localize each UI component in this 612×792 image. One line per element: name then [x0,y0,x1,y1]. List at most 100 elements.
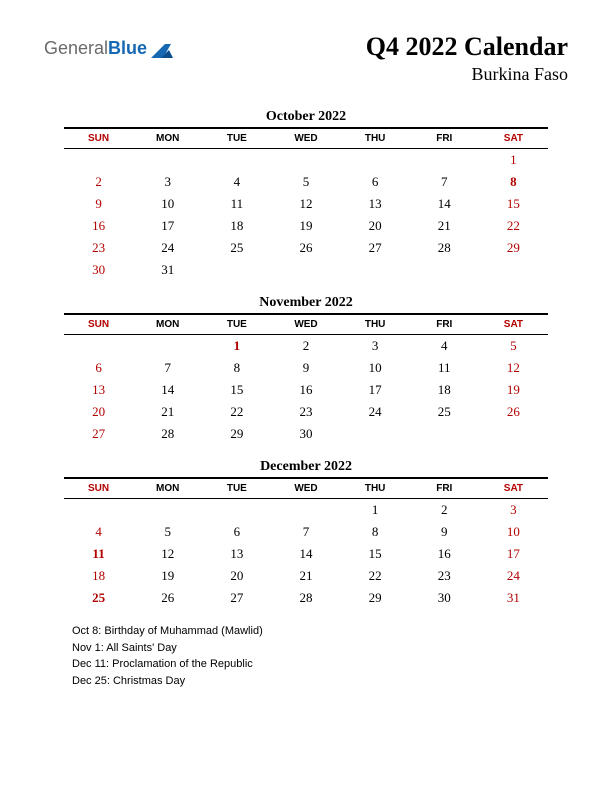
calendar-cell: 4 [202,171,271,193]
calendar-row: 16171819202122 [64,215,548,237]
calendar-cell: 14 [271,543,340,565]
calendar-cell: 10 [479,521,548,543]
calendar-row: 123 [64,499,548,522]
calendar-cell: 21 [271,565,340,587]
page-title: Q4 2022 Calendar [366,32,568,62]
calendar-cell: 16 [64,215,133,237]
calendar-cell: 31 [479,587,548,609]
calendar-cell [64,335,133,358]
calendar-cell: 9 [64,193,133,215]
calendar-cell: 25 [202,237,271,259]
calendar-cell [133,149,202,172]
calendar-cell: 4 [410,335,479,358]
logo-word-2: Blue [108,38,147,58]
calendar-cell: 30 [410,587,479,609]
calendar-cell [479,423,548,445]
calendar-cell: 1 [479,149,548,172]
month-block: November 2022SUNMONTUEWEDTHUFRISAT123456… [64,295,548,445]
calendar-cell: 15 [479,193,548,215]
calendar-cell: 8 [202,357,271,379]
calendar-row: 20212223242526 [64,401,548,423]
day-header: SAT [479,314,548,335]
calendar-cell: 16 [410,543,479,565]
calendar-cell [202,259,271,281]
calendar-cell [64,149,133,172]
day-header: WED [271,478,340,499]
calendar-cell: 15 [202,379,271,401]
holiday-item: Nov 1: All Saints' Day [72,640,568,657]
month-block: October 2022SUNMONTUEWEDTHUFRISAT1234567… [64,109,548,281]
calendar-row: 6789101112 [64,357,548,379]
calendar-row: 2345678 [64,171,548,193]
holiday-item: Dec 25: Christmas Day [72,673,568,690]
calendar-table: SUNMONTUEWEDTHUFRISAT1234567891011121314… [64,477,548,609]
calendar-cell [341,259,410,281]
holiday-item: Dec 11: Proclamation of the Republic [72,656,568,673]
day-header: THU [341,478,410,499]
calendar-cell: 11 [202,193,271,215]
calendar-cell: 14 [133,379,202,401]
calendar-cell: 8 [479,171,548,193]
day-header: THU [341,128,410,149]
calendar-cell: 23 [410,565,479,587]
logo: GeneralBlue [44,38,173,59]
calendar-cell: 17 [133,215,202,237]
calendar-cell: 22 [202,401,271,423]
calendar-cell: 26 [479,401,548,423]
calendar-cell: 10 [341,357,410,379]
logo-text: GeneralBlue [44,38,147,59]
calendar-cell: 27 [202,587,271,609]
day-header: SUN [64,314,133,335]
day-header: TUE [202,314,271,335]
day-header: FRI [410,314,479,335]
calendar-cell: 11 [410,357,479,379]
calendar-cell [64,499,133,522]
calendar-cell: 31 [133,259,202,281]
month-block: December 2022SUNMONTUEWEDTHUFRISAT123456… [64,459,548,609]
calendar-cell: 17 [479,543,548,565]
calendar-cell: 16 [271,379,340,401]
calendar-cell: 5 [271,171,340,193]
day-header: SUN [64,478,133,499]
calendar-cell: 27 [341,237,410,259]
calendar-cell: 2 [410,499,479,522]
holiday-item: Oct 8: Birthday of Muhammad (Mawlid) [72,623,568,640]
calendar-cell: 15 [341,543,410,565]
calendar-cell: 12 [271,193,340,215]
calendar-cell: 27 [64,423,133,445]
calendar-cell: 1 [341,499,410,522]
month-title: October 2022 [64,109,548,125]
calendar-cell: 13 [202,543,271,565]
calendar-cell: 7 [271,521,340,543]
calendar-cell [479,259,548,281]
calendar-cell: 3 [479,499,548,522]
calendar-cell: 22 [479,215,548,237]
day-header: FRI [410,128,479,149]
calendar-row: 25262728293031 [64,587,548,609]
calendar-cell [410,423,479,445]
calendar-cell [410,149,479,172]
calendar-row: 3031 [64,259,548,281]
calendar-cell: 20 [64,401,133,423]
calendar-cell: 6 [341,171,410,193]
header: GeneralBlue Q4 2022 Calendar Burkina Fas… [44,32,568,85]
calendar-cell: 13 [341,193,410,215]
calendar-row: 1 [64,149,548,172]
calendar-cell: 14 [410,193,479,215]
calendar-cell: 29 [202,423,271,445]
calendar-row: 11121314151617 [64,543,548,565]
day-header: SAT [479,128,548,149]
calendar-cell [202,499,271,522]
calendar-cell: 23 [271,401,340,423]
calendar-cell: 17 [341,379,410,401]
calendar-cell [271,149,340,172]
calendar-cell: 23 [64,237,133,259]
calendar-row: 27282930 [64,423,548,445]
calendar-cell [202,149,271,172]
calendar-cell: 21 [410,215,479,237]
logo-word-1: General [44,38,108,58]
calendar-cell: 24 [341,401,410,423]
calendar-cell: 20 [202,565,271,587]
day-header: FRI [410,478,479,499]
month-title: November 2022 [64,295,548,311]
